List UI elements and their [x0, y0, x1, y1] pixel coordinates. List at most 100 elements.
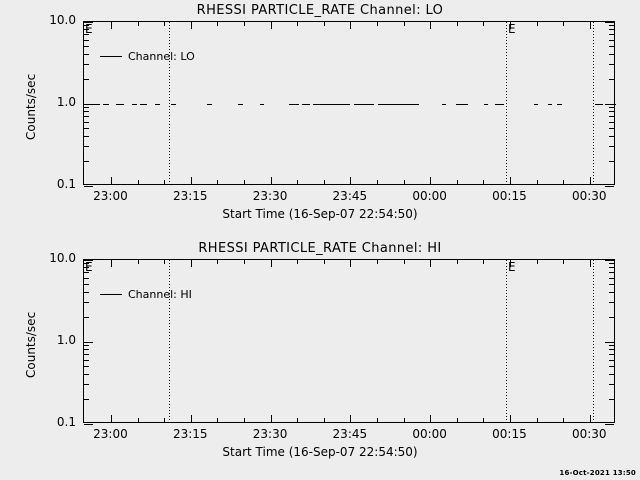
x-axis-minor-tick-top	[164, 260, 166, 264]
x-axis-minor-tick-top	[376, 22, 378, 26]
y-axis-tick-label: 0.1	[56, 415, 76, 429]
data-series-segment	[237, 103, 243, 105]
y-axis-minor-tick	[84, 121, 89, 123]
y-axis-minor-tick	[84, 160, 89, 162]
y-axis-minor-tick-right	[609, 136, 614, 138]
x-axis-minor-tick	[217, 418, 219, 422]
x-axis-tick-label: 00:15	[492, 427, 527, 441]
y-axis-minor-tick-right	[609, 345, 614, 347]
y-axis-minor-tick-right	[609, 267, 614, 269]
x-axis-minor-tick-top	[563, 260, 565, 264]
x-axis-minor-tick	[589, 418, 591, 422]
y-axis-title: Counts/sec	[24, 311, 38, 378]
x-axis-tick-label: 00:00	[412, 189, 447, 203]
y-axis-minor-tick-right	[609, 366, 614, 368]
y-axis-major-tick-right	[605, 423, 614, 425]
y-axis-minor-tick-right	[609, 111, 614, 113]
panel-title-lo: RHESSI PARTICLE_RATE Channel: LO	[196, 3, 444, 18]
x-axis-tick-label: 23:30	[252, 189, 288, 203]
x-axis-minor-tick	[430, 418, 432, 422]
y-axis-minor-tick	[84, 136, 89, 138]
x-axis-minor-tick	[403, 180, 405, 184]
y-axis-minor-tick	[84, 398, 89, 400]
x-axis-minor-tick-top	[589, 260, 591, 264]
x-axis-minor-tick	[350, 180, 352, 184]
x-axis-tick-label: 23:45	[332, 427, 368, 441]
x-axis-minor-tick-top	[376, 260, 378, 264]
y-axis-minor-tick	[84, 128, 89, 130]
x-axis-minor-tick-top	[350, 260, 352, 264]
y-axis-minor-tick	[84, 277, 89, 279]
x-axis-minor-tick	[110, 180, 112, 184]
x-axis-minor-tick-top	[403, 260, 405, 264]
x-axis-minor-tick-top	[137, 22, 139, 26]
data-series-segment	[441, 103, 447, 105]
y-axis-minor-tick-right	[609, 146, 614, 148]
y-axis-minor-tick	[84, 374, 89, 376]
x-axis-minor-tick	[190, 418, 192, 422]
y-axis-minor-tick	[84, 39, 89, 41]
x-axis-minor-tick-top	[509, 22, 511, 26]
y-axis-minor-tick-right	[609, 302, 614, 304]
y-axis-minor-tick-right	[609, 284, 614, 286]
y-axis-minor-tick	[84, 366, 89, 368]
panel-title-hi: RHESSI PARTICLE_RATE Channel: HI	[198, 241, 442, 256]
y-axis-minor-tick	[84, 34, 89, 36]
data-series-segment	[456, 103, 469, 105]
y-axis-minor-tick	[84, 354, 89, 356]
y-axis-minor-tick	[84, 384, 89, 386]
y-axis-minor-tick-right	[609, 160, 614, 162]
y-axis-minor-tick-right	[609, 277, 614, 279]
data-series-segment	[312, 103, 350, 105]
y-axis-major-tick-right	[605, 21, 614, 23]
x-axis-minor-tick-top	[217, 260, 219, 264]
x-axis-minor-tick	[509, 180, 511, 184]
x-axis-minor-tick-top	[270, 260, 272, 264]
y-axis-minor-tick-right	[609, 46, 614, 48]
x-axis-minor-tick-top	[430, 22, 432, 26]
x-axis-minor-tick	[536, 180, 538, 184]
x-axis-tick-label: 23:00	[93, 189, 128, 203]
eclipse-marker-label-left: E	[85, 260, 93, 274]
x-axis-minor-tick-top	[164, 22, 166, 26]
data-series-segment	[377, 103, 420, 105]
y-axis-major-tick	[84, 423, 93, 425]
panel-channel-lo: RHESSI PARTICLE_RATE Channel: LO 10.0 1.0…	[24, 3, 616, 221]
x-axis-minor-tick	[456, 180, 458, 184]
y-axis-minor-tick	[84, 46, 89, 48]
y-axis-minor-tick	[84, 349, 89, 351]
y-axis-minor-tick-right	[609, 25, 614, 27]
x-axis-tick-label: 23:00	[93, 427, 128, 441]
data-series-segment	[547, 103, 553, 105]
x-axis-tick-label: 00:30	[571, 427, 607, 441]
data-series-segment	[102, 103, 109, 105]
x-axis-minor-tick	[217, 180, 219, 184]
x-axis-minor-tick	[164, 418, 166, 422]
x-axis-minor-tick-top	[110, 260, 112, 264]
x-axis-minor-tick-top	[297, 260, 299, 264]
y-axis-minor-tick-right	[609, 374, 614, 376]
eclipse-marker-label-mid: E	[507, 22, 516, 36]
x-axis-minor-tick-top	[323, 260, 325, 264]
data-series-segment	[115, 103, 124, 105]
y-axis-tick-label: 1.0	[56, 333, 76, 347]
x-axis-title: Start Time (16-Sep-07 22:54:50)	[222, 207, 418, 221]
data-series-segment	[484, 103, 489, 105]
y-axis-minor-tick-right	[609, 78, 614, 80]
eclipse-marker-label-left: E	[85, 22, 93, 36]
y-axis-minor-tick-right	[609, 316, 614, 318]
x-axis-title: Start Time (16-Sep-07 22:54:50)	[222, 445, 418, 459]
event-marker-line	[592, 260, 594, 424]
data-series-segment	[533, 103, 538, 105]
x-axis-minor-tick	[190, 180, 192, 184]
y-axis-minor-tick-right	[609, 359, 614, 361]
x-axis-minor-tick	[456, 418, 458, 422]
data-series-segment	[289, 103, 299, 105]
y-axis-minor-tick-right	[609, 263, 614, 265]
y-axis-minor-tick-right	[609, 349, 614, 351]
y-axis-minor-tick-right	[609, 29, 614, 31]
x-axis-minor-tick	[589, 180, 591, 184]
data-series-segment	[170, 103, 177, 105]
x-axis-minor-tick	[323, 418, 325, 422]
data-series-segment	[302, 103, 311, 105]
